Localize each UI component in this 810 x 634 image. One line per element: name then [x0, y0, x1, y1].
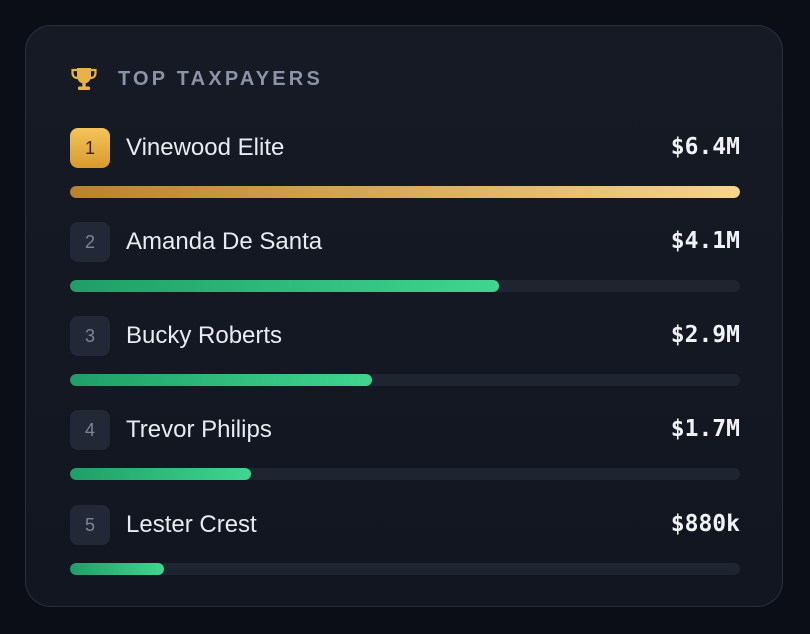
taxpayer-name: Amanda De Santa — [126, 228, 323, 255]
rank-badge: 2 — [70, 222, 110, 262]
panel-title: TOP TAXPAYERS — [118, 67, 323, 90]
tax-share-fill — [70, 563, 164, 575]
taxpayer-amount: $4.1M — [670, 228, 740, 254]
tax-share-fill — [70, 186, 740, 198]
taxpayer-name: Trevor Philips — [126, 416, 272, 443]
taxpayer-row[interactable]: 5 Lester Crest $880k — [70, 505, 740, 575]
taxpayer-name: Bucky Roberts — [126, 322, 283, 349]
taxpayer-row[interactable]: 4 Trevor Philips $1.7M — [70, 410, 740, 480]
tax-share-fill — [70, 374, 372, 386]
taxpayer-amount: $6.4M — [670, 134, 740, 160]
taxpayer-amount: $2.9M — [670, 322, 740, 348]
rank-badge: 1 — [70, 128, 110, 168]
taxpayer-name: Vinewood Elite — [126, 134, 285, 161]
taxpayer-amount: $880k — [670, 511, 740, 537]
trophy-icon — [70, 66, 98, 92]
tax-share-bar — [70, 563, 740, 575]
taxpayer-row[interactable]: 1 Vinewood Elite $6.4M — [70, 128, 740, 198]
taxpayer-row[interactable]: 2 Amanda De Santa $4.1M — [70, 222, 740, 292]
taxpayer-row[interactable]: 3 Bucky Roberts $2.9M — [70, 316, 740, 386]
tax-share-bar — [70, 374, 740, 386]
rank-badge: 4 — [70, 410, 110, 450]
card-header: TOP TAXPAYERS — [70, 66, 323, 92]
taxpayer-amount: $1.7M — [670, 416, 740, 442]
top-taxpayers-card: TOP TAXPAYERS 1 Vinewood Elite $6.4M 2 A… — [25, 25, 783, 607]
tax-share-fill — [70, 468, 251, 480]
rank-badge: 5 — [70, 505, 110, 545]
taxpayer-name: Lester Crest — [126, 511, 257, 538]
tax-share-bar — [70, 468, 740, 480]
tax-share-bar — [70, 280, 740, 292]
tax-share-fill — [70, 280, 499, 292]
rank-badge: 3 — [70, 316, 110, 356]
tax-share-bar — [70, 186, 740, 198]
